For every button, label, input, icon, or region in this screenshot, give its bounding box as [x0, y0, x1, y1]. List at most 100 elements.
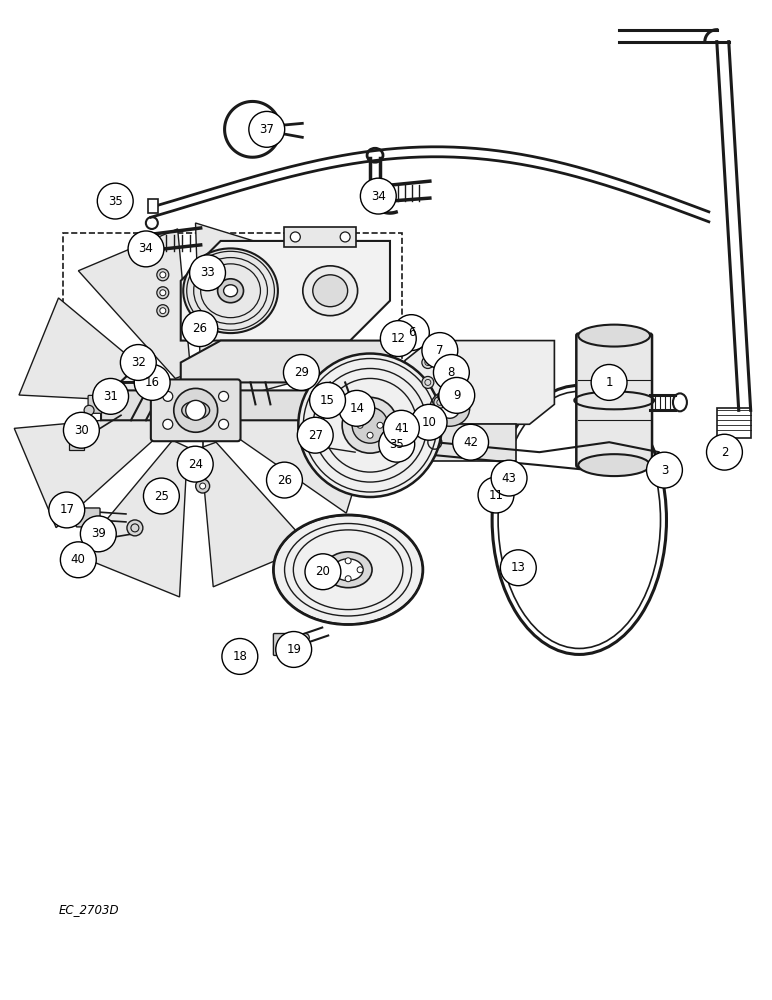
- Circle shape: [134, 364, 170, 400]
- Circle shape: [345, 576, 351, 582]
- FancyBboxPatch shape: [148, 199, 157, 213]
- Ellipse shape: [224, 285, 238, 297]
- Circle shape: [379, 426, 415, 462]
- Polygon shape: [405, 341, 554, 424]
- Circle shape: [310, 382, 346, 418]
- Text: 34: 34: [371, 190, 386, 203]
- Circle shape: [440, 398, 460, 418]
- Circle shape: [249, 111, 285, 147]
- Text: 6: 6: [408, 326, 415, 339]
- Ellipse shape: [273, 515, 423, 625]
- Text: 18: 18: [232, 650, 247, 663]
- Ellipse shape: [183, 248, 278, 333]
- Circle shape: [195, 479, 210, 493]
- Circle shape: [478, 477, 514, 513]
- Circle shape: [186, 400, 205, 420]
- Circle shape: [381, 321, 416, 357]
- Circle shape: [422, 357, 434, 368]
- Polygon shape: [101, 390, 380, 420]
- Circle shape: [290, 232, 300, 242]
- Circle shape: [163, 419, 173, 429]
- Text: 1: 1: [605, 376, 613, 389]
- Circle shape: [433, 355, 469, 390]
- Circle shape: [384, 410, 419, 446]
- Polygon shape: [78, 229, 191, 378]
- Circle shape: [357, 567, 363, 573]
- Text: 32: 32: [131, 356, 146, 369]
- Text: 14: 14: [349, 402, 364, 415]
- Circle shape: [422, 376, 434, 388]
- Circle shape: [144, 478, 179, 514]
- Circle shape: [276, 632, 312, 667]
- Circle shape: [411, 404, 447, 440]
- Circle shape: [367, 412, 373, 418]
- Circle shape: [422, 339, 434, 351]
- Text: 10: 10: [422, 416, 436, 429]
- Circle shape: [339, 390, 374, 426]
- Text: 2: 2: [721, 446, 728, 459]
- Polygon shape: [224, 274, 367, 399]
- Circle shape: [163, 391, 173, 401]
- Circle shape: [352, 407, 388, 443]
- Circle shape: [84, 405, 94, 415]
- Circle shape: [174, 388, 218, 432]
- Ellipse shape: [578, 454, 650, 476]
- Text: 3: 3: [661, 464, 668, 477]
- FancyBboxPatch shape: [422, 377, 478, 439]
- Circle shape: [290, 642, 300, 652]
- Text: 34: 34: [138, 242, 154, 255]
- FancyBboxPatch shape: [273, 634, 293, 655]
- Ellipse shape: [313, 275, 347, 307]
- Circle shape: [422, 333, 458, 368]
- Circle shape: [100, 535, 110, 545]
- Circle shape: [500, 550, 537, 586]
- Text: 20: 20: [316, 565, 330, 578]
- Circle shape: [357, 422, 363, 428]
- Circle shape: [200, 483, 205, 489]
- Polygon shape: [201, 442, 310, 587]
- Circle shape: [49, 492, 85, 528]
- Text: 39: 39: [91, 527, 106, 540]
- Polygon shape: [181, 241, 390, 341]
- Text: 35: 35: [108, 195, 123, 208]
- Circle shape: [127, 520, 143, 536]
- Circle shape: [266, 462, 303, 498]
- Circle shape: [160, 308, 166, 314]
- Polygon shape: [116, 341, 390, 382]
- Circle shape: [60, 542, 96, 578]
- Circle shape: [182, 311, 218, 347]
- Text: EC_2703D: EC_2703D: [59, 903, 120, 916]
- Circle shape: [591, 364, 627, 400]
- Circle shape: [297, 417, 334, 453]
- Ellipse shape: [334, 559, 363, 581]
- Text: 26: 26: [277, 474, 292, 487]
- FancyBboxPatch shape: [69, 438, 84, 450]
- Circle shape: [305, 554, 341, 590]
- Ellipse shape: [303, 266, 357, 316]
- Circle shape: [345, 558, 351, 564]
- Circle shape: [80, 516, 117, 552]
- Circle shape: [157, 287, 169, 299]
- Text: 24: 24: [188, 458, 203, 471]
- FancyBboxPatch shape: [284, 227, 356, 247]
- Circle shape: [178, 446, 213, 482]
- Text: 17: 17: [59, 503, 74, 516]
- Text: 27: 27: [308, 429, 323, 442]
- Text: 26: 26: [192, 322, 208, 335]
- Circle shape: [218, 391, 229, 401]
- Circle shape: [438, 377, 475, 413]
- Ellipse shape: [218, 279, 243, 303]
- Circle shape: [298, 354, 442, 497]
- Text: 13: 13: [511, 561, 526, 574]
- Ellipse shape: [430, 390, 469, 426]
- Text: 43: 43: [502, 472, 516, 485]
- Text: 30: 30: [74, 424, 89, 437]
- Text: 16: 16: [144, 376, 160, 389]
- Circle shape: [367, 432, 373, 438]
- Text: 33: 33: [200, 266, 215, 279]
- Text: 9: 9: [453, 389, 461, 402]
- Circle shape: [452, 424, 489, 460]
- Ellipse shape: [578, 325, 650, 347]
- FancyBboxPatch shape: [414, 424, 516, 461]
- Polygon shape: [195, 223, 301, 378]
